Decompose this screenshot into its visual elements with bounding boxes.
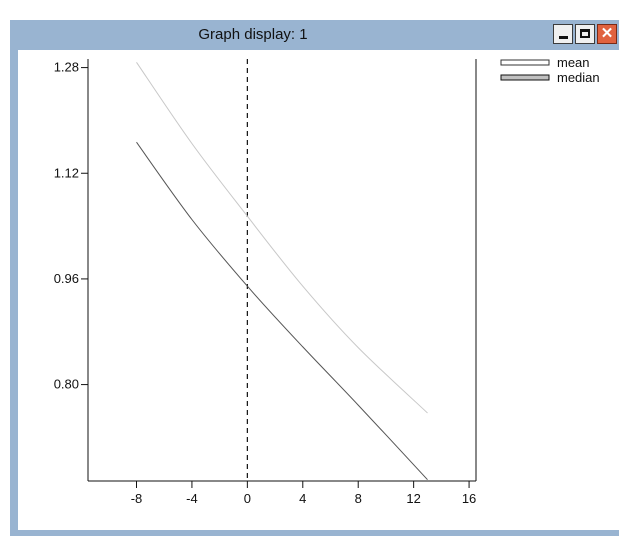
close-icon: ✕ — [600, 25, 614, 42]
series-lines — [136, 62, 428, 481]
plot-frame — [87, 59, 477, 482]
y-tick-label: 1.12 — [54, 165, 79, 180]
x-tick-label: 12 — [406, 491, 420, 506]
minimize-icon — [559, 36, 568, 39]
series-line-median — [136, 141, 428, 481]
x-tick-label: 0 — [244, 491, 251, 506]
minimize-button[interactable] — [553, 24, 573, 44]
x-tick-label: 8 — [355, 491, 362, 506]
legend-swatch-median — [500, 74, 550, 81]
x-tick-label: -4 — [186, 491, 198, 506]
title-bar[interactable]: Graph display: 1 ✕ — [18, 20, 619, 50]
y-axis: 0.80 0.96 1.12 1.28 — [54, 60, 88, 392]
close-button[interactable]: ✕ — [597, 24, 617, 44]
legend-swatch-mean — [500, 59, 550, 66]
x-tick-label: -8 — [131, 491, 143, 506]
x-axis: -8 -4 0 4 8 12 16 — [131, 481, 476, 506]
window-title: Graph display: 1 — [198, 26, 308, 43]
legend-label-mean: mean — [557, 55, 590, 70]
y-tick-label: 0.80 — [54, 377, 79, 392]
maximize-button[interactable] — [575, 24, 595, 44]
series-line-mean — [136, 62, 428, 414]
window-bottom-border — [18, 530, 619, 536]
x-tick-label: 4 — [299, 491, 306, 506]
y-tick-label: 0.96 — [54, 271, 79, 286]
legend-label-median: median — [557, 70, 600, 85]
maximize-icon — [580, 29, 590, 38]
x-tick-label: 16 — [462, 491, 476, 506]
graph-window: Graph display: 1 ✕ — [10, 20, 619, 536]
y-tick-label: 1.28 — [54, 60, 79, 75]
